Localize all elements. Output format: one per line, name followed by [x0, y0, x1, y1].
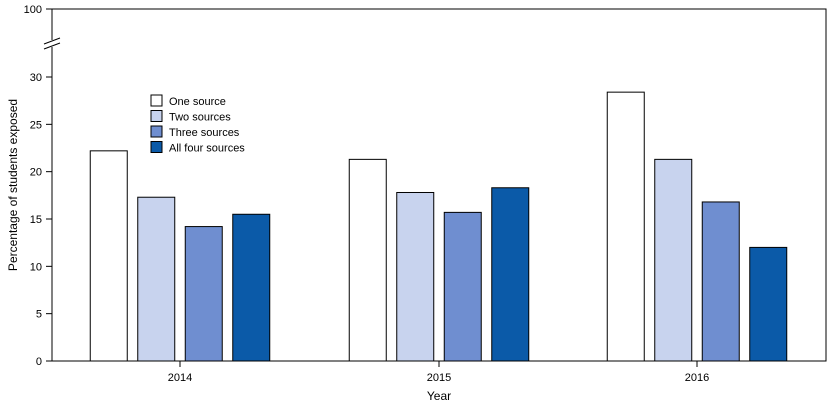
bar-2016-three-sources	[701, 201, 740, 362]
legend-swatch-two-sources	[150, 110, 163, 122]
bar-2015-two-sources	[396, 191, 435, 362]
bar-2015-one-source	[348, 158, 387, 362]
y-tick-label-10: 10	[30, 261, 42, 273]
bar-2014-two-sources	[137, 196, 176, 362]
y-tick-label-20: 20	[30, 167, 42, 179]
legend-label-three-sources: Three sources	[169, 127, 240, 139]
bar-2016-one-source	[606, 91, 645, 362]
bar-2014-one-source	[89, 150, 128, 362]
legend-swatch-one-source	[150, 94, 163, 107]
x-tick-label-2014: 2014	[168, 372, 192, 384]
x-tick-label-2015: 2015	[427, 372, 451, 384]
legend: One source Two sources Three sources All fo…	[150, 94, 245, 155]
legend-swatch-three-sources	[150, 125, 163, 138]
y-tick-label-30: 30	[30, 72, 42, 84]
x-tick-label-2016: 2016	[685, 372, 709, 384]
axis-break	[43, 37, 61, 50]
bar-2016-two-sources	[654, 158, 693, 362]
legend-label-two-sources: Two sources	[169, 112, 231, 124]
legend-swatch-all-four-sources	[150, 141, 163, 153]
bar-2016-all-four-sources	[749, 246, 788, 362]
x-axis-title: Year	[427, 389, 451, 403]
y-tick-label-25: 25	[30, 119, 42, 131]
bar-2015-all-four-sources	[491, 187, 530, 362]
bar-2014-all-four-sources	[232, 213, 271, 362]
y-tick-label-15: 15	[30, 214, 42, 226]
y-tick-label-break-top: 100	[24, 4, 42, 16]
legend-label-all-four-sources: All four sources	[169, 143, 245, 155]
bar-2014-three-sources	[184, 226, 223, 362]
bar-2015-three-sources	[443, 211, 482, 362]
y-tick-label-5: 5	[36, 309, 42, 321]
y-axis-title: Percentage of students exposed	[6, 99, 20, 271]
legend-label-one-source: One source	[169, 96, 226, 108]
y-tick-label-0: 0	[36, 356, 42, 368]
